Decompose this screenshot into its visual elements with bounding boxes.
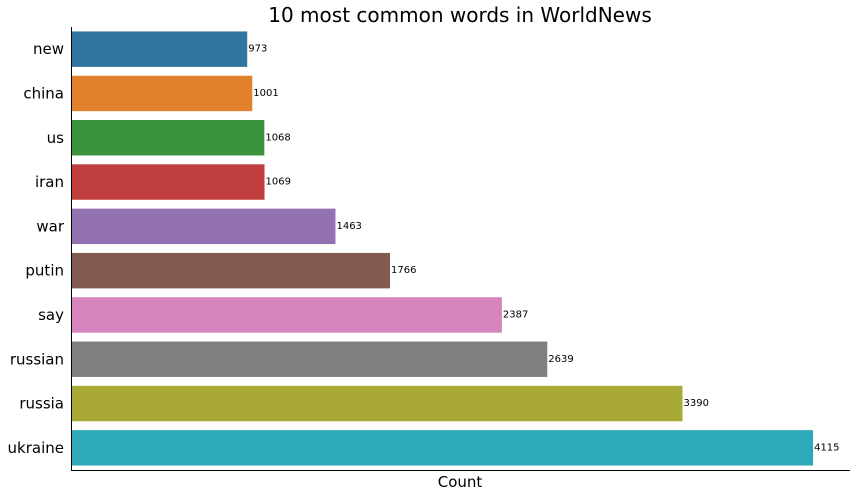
y-tick-label-ukraine: ukraine (8, 439, 64, 457)
bar-russia (72, 385, 683, 422)
y-tick-labels: new china us iran war putin say russian russia uk… (8, 40, 65, 457)
data-label-russia: 3390 (684, 398, 709, 409)
data-label-putin: 1766 (391, 265, 416, 276)
data-label-ukraine: 4115 (814, 442, 839, 453)
bar-putin (72, 252, 391, 289)
x-axis-label: Count (438, 473, 483, 491)
y-tick-label-putin: putin (25, 262, 64, 280)
y-tick-label-russian: russian (10, 350, 64, 368)
data-label-us: 1068 (265, 132, 290, 143)
bar-russian (72, 341, 548, 377)
data-label-russian: 2639 (548, 354, 573, 365)
bar-war (72, 208, 336, 245)
y-tick-label-war: war (36, 217, 64, 235)
y-tick-label-say: say (38, 306, 64, 324)
y-tick-label-us: us (47, 129, 65, 147)
y-tick-label-china: china (23, 84, 64, 102)
data-label-say: 2387 (503, 309, 528, 320)
data-label-china: 1001 (253, 88, 278, 99)
data-label-iran: 1069 (266, 177, 291, 188)
bar-iran (72, 164, 265, 200)
y-tick-label-iran: iran (35, 173, 64, 191)
bar-china (72, 75, 253, 112)
bar-us (72, 120, 265, 156)
data-label-new: 973 (248, 44, 267, 55)
bar-new (72, 31, 248, 67)
y-tick-label-russia: russia (19, 395, 64, 413)
chart-title: 10 most common words in WorldNews (268, 3, 652, 27)
data-label-war: 1463 (336, 221, 361, 232)
data-labels: 973 1001 1068 1069 1463 1766 2387 2639 3390 4115 (248, 44, 839, 454)
bar-ukraine (72, 430, 814, 466)
bar-say (72, 297, 502, 333)
bars-group (72, 31, 814, 466)
y-tick-label-new: new (33, 40, 64, 58)
